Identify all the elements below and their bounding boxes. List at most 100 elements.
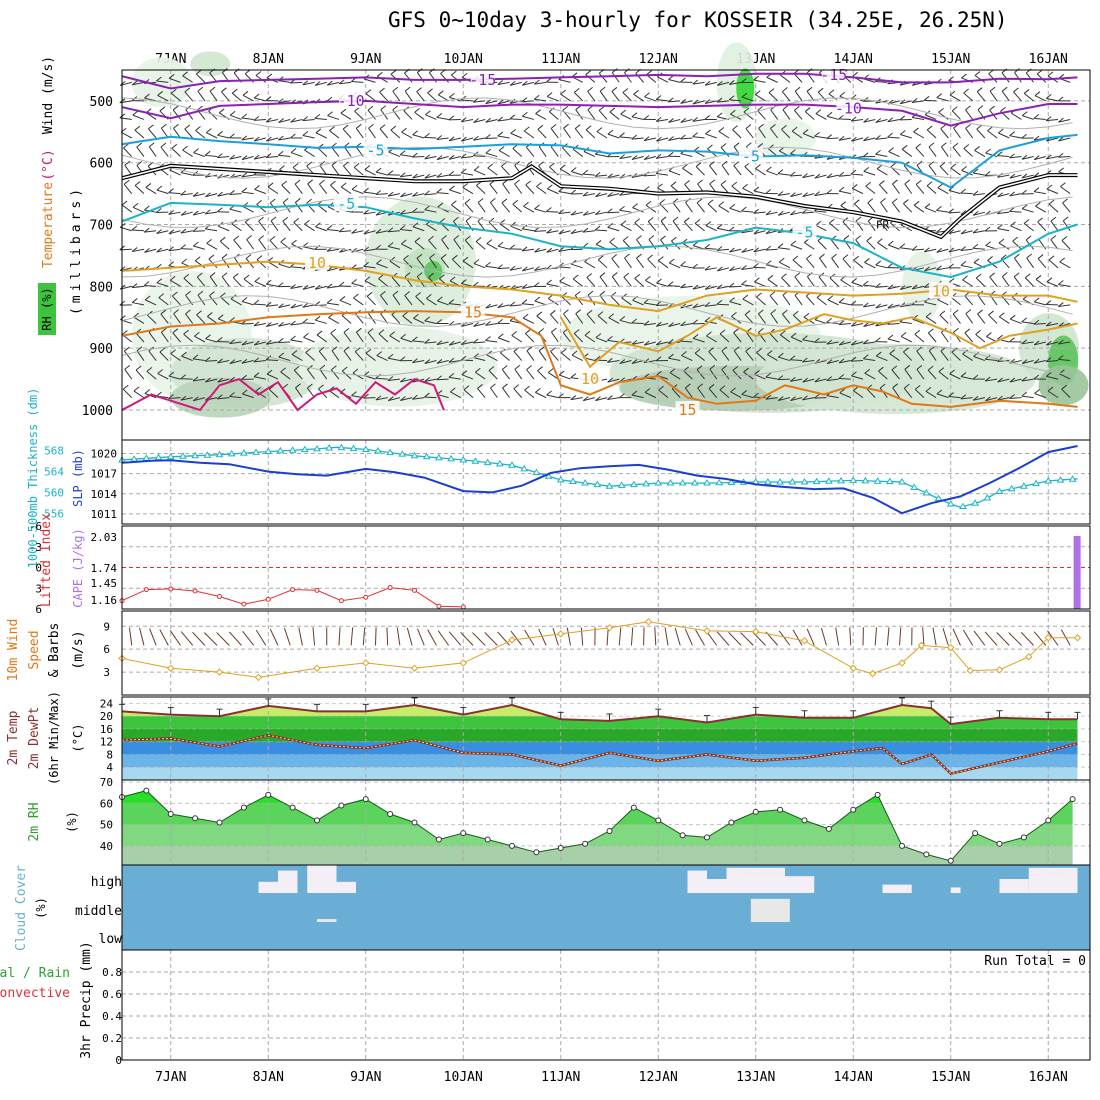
- wind-barb-flag: [472, 281, 479, 287]
- wind10m-barb: [962, 629, 974, 646]
- wind-barb-flag: [963, 144, 970, 149]
- wind-barb: [195, 130, 206, 139]
- wind10m-barb: [149, 628, 157, 646]
- wind-barb: [634, 222, 644, 232]
- wind-barb: [1033, 117, 1046, 120]
- wind-barb-flag: [573, 87, 580, 93]
- wind-barb-flag: [207, 312, 213, 317]
- rh2m-point: [899, 842, 905, 849]
- wind-barb: [353, 166, 364, 176]
- wind-barb: [1021, 395, 1034, 399]
- wind-barb: [985, 152, 998, 158]
- wind-barb-flag: [668, 136, 674, 141]
- wind-barb-flag: [242, 90, 249, 96]
- wind-barb-flag: [1009, 131, 1015, 137]
- wind-barb-flag: [997, 377, 1003, 383]
- wind-barb: [328, 390, 340, 399]
- wind-barb: [634, 277, 644, 287]
- wind-barb-flag: [168, 371, 175, 377]
- wind-barb-flag: [1001, 86, 1008, 92]
- wind-barb-flag: [680, 321, 686, 327]
- wind-barb: [354, 351, 364, 361]
- wind-barb: [888, 151, 900, 158]
- wind-barb: [900, 285, 912, 290]
- wind-barb-flag: [606, 208, 613, 214]
- wind-barb: [473, 263, 486, 269]
- wind-barb-flag: [644, 387, 651, 393]
- cloud-cover-block: [882, 884, 912, 893]
- rh2m-point: [996, 840, 1003, 847]
- wind-barb-flag: [826, 189, 832, 195]
- wind10m-point: [1044, 634, 1052, 642]
- wind-barb-flag: [538, 328, 545, 333]
- precip-panel: [122, 950, 1090, 1060]
- rh2m-line: [121, 790, 1073, 862]
- wind-barb: [680, 100, 693, 104]
- wind-barb: [183, 333, 194, 343]
- x-tick-label-top: 9JAN: [350, 52, 381, 67]
- wind-barb: [582, 230, 595, 233]
- wind-barb-flag: [534, 204, 540, 210]
- wind-barb-flag: [765, 189, 772, 194]
- wind-barb: [160, 146, 169, 157]
- wind-barb: [477, 388, 486, 398]
- rh-label: RH (%): [40, 287, 54, 330]
- wind-barb: [1009, 210, 1022, 213]
- wind-barb: [559, 168, 571, 176]
- wind-barb-flag: [1012, 236, 1018, 242]
- wind-barb-flag: [183, 329, 189, 335]
- wind-barb-flag: [546, 247, 553, 253]
- wind-barb-flag: [587, 290, 594, 296]
- wind-barb: [987, 130, 998, 139]
- wind-barb-flag: [424, 154, 430, 160]
- wind-barb: [558, 78, 571, 83]
- wind-barb: [684, 387, 693, 398]
- wind-barb-flag: [377, 71, 383, 77]
- wind-barb-flag: [404, 86, 411, 92]
- wind-barb: [582, 193, 595, 197]
- wind-barb-flag: [984, 376, 991, 382]
- wind-barb: [669, 372, 681, 380]
- wind-barb: [558, 191, 571, 195]
- wind-barb: [180, 230, 193, 234]
- wind-barb-flag: [741, 247, 748, 253]
- wind-barb: [512, 148, 523, 157]
- wind-barb-flag: [1045, 357, 1052, 363]
- isotherm-label-bg: [470, 70, 495, 87]
- wind-barb: [1058, 137, 1071, 142]
- wind-barb: [903, 387, 913, 398]
- isotherm-label-bg: [461, 303, 485, 320]
- wind-barb-flag: [217, 130, 223, 136]
- wind10m-barb: [1033, 631, 1047, 646]
- wind-barb-flag: [987, 126, 993, 132]
- wind-barb: [694, 222, 705, 232]
- wind-barb: [367, 332, 376, 343]
- wind-barb: [412, 226, 425, 232]
- wind-barb: [904, 183, 913, 194]
- thickness-marker: [556, 475, 565, 483]
- wind-barb: [363, 248, 376, 252]
- wind-barb: [778, 397, 790, 401]
- wind-barb-flag: [1045, 116, 1052, 122]
- wind-barb-flag: [622, 88, 629, 93]
- wind10m-barb: [942, 628, 949, 646]
- wind-barb: [278, 118, 291, 124]
- wind-barb-flag: [160, 309, 167, 315]
- wind-barb: [768, 92, 779, 102]
- wind-barb: [757, 313, 766, 324]
- wind-barb: [136, 146, 145, 157]
- wind-barb: [392, 109, 401, 120]
- wind-barb-flag: [619, 205, 625, 211]
- wind-barb-flag: [570, 189, 577, 195]
- wind-barb: [1021, 378, 1034, 382]
- wind10m-barb: [630, 627, 634, 646]
- wind-barb-flag: [733, 328, 739, 334]
- wind-barb: [1013, 257, 1022, 269]
- wind-barb: [656, 118, 669, 122]
- wind-barb-flag: [765, 245, 772, 251]
- wind-barb: [899, 247, 912, 250]
- wind-barb-flag: [217, 314, 224, 320]
- wind-barb-flag: [819, 253, 825, 259]
- wind-barb: [648, 239, 657, 250]
- wind-barb-flag: [862, 339, 869, 345]
